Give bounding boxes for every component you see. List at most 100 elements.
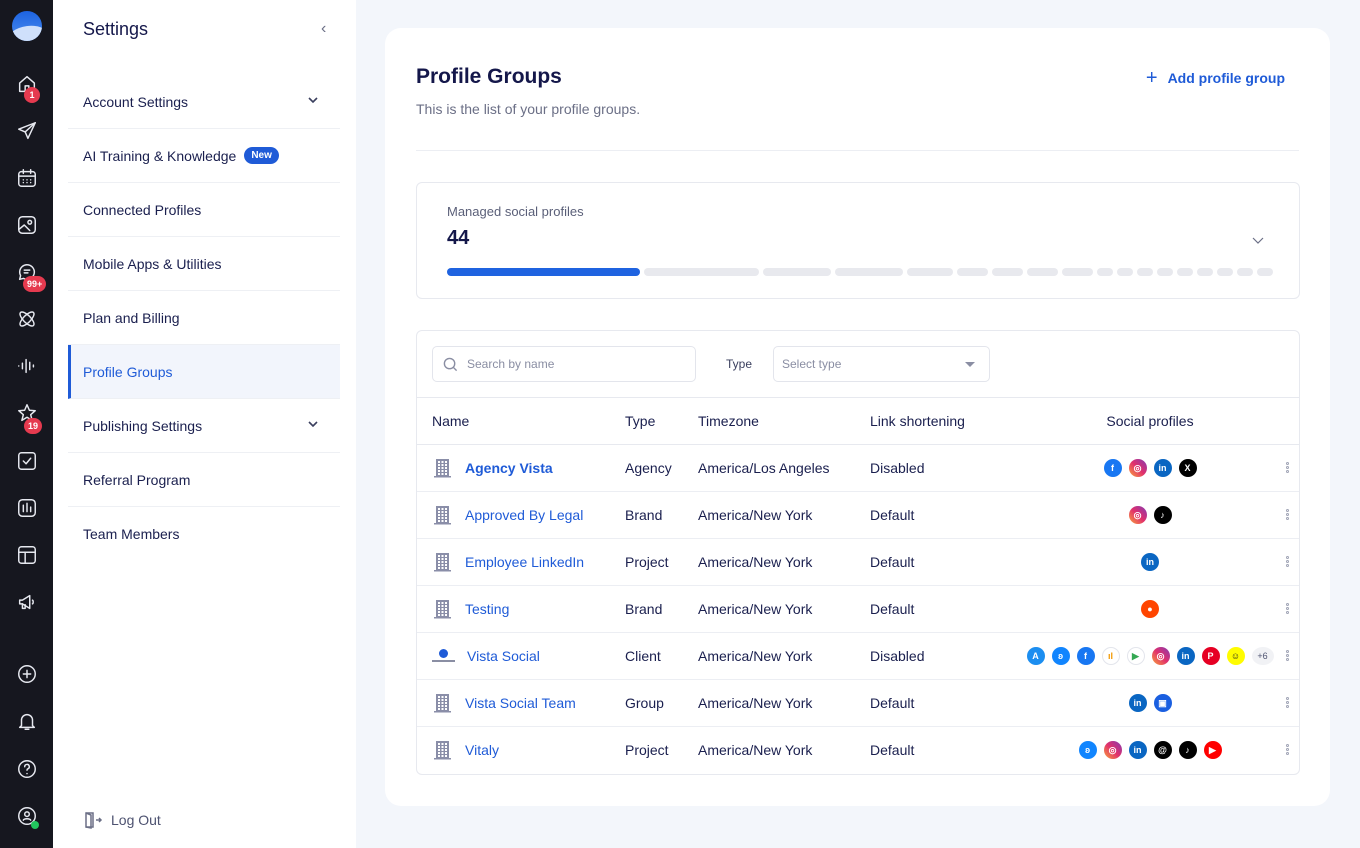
column-header-timezone[interactable]: Timezone xyxy=(698,398,870,445)
tasks-checkbox-icon[interactable] xyxy=(14,448,40,474)
search-input[interactable] xyxy=(467,357,667,371)
row-actions-kebab-icon[interactable] xyxy=(1275,603,1299,614)
linkedin-icon[interactable]: in xyxy=(1128,694,1147,712)
instagram-icon[interactable]: ◎ xyxy=(1128,459,1147,477)
layout-icon[interactable] xyxy=(14,542,40,568)
group-type: Project xyxy=(625,538,698,586)
profile-avatar-icon[interactable] xyxy=(14,803,40,829)
social-profiles-list: ◎ ♪ xyxy=(1128,506,1172,525)
group-timezone: America/New York xyxy=(698,679,870,727)
sidebar-item-referral-program[interactable]: Referral Program xyxy=(68,453,340,507)
add-profile-group-button[interactable]: + Add profile group xyxy=(1146,68,1285,88)
tiktok-icon[interactable]: ♪ xyxy=(1178,741,1197,760)
table-row[interactable]: Vista Social Client America/New York Dis… xyxy=(417,632,1299,680)
table-row[interactable]: Agency Vista Agency America/Los Angeles … xyxy=(417,444,1299,492)
online-status-dot xyxy=(31,821,39,829)
group-link-shortening: Disabled xyxy=(870,444,1025,492)
group-link-shortening: Default xyxy=(870,585,1025,633)
gbp-icon[interactable]: ▣ xyxy=(1153,694,1172,712)
googleplay-icon[interactable]: ▶ xyxy=(1126,647,1145,665)
type-select[interactable]: Select type xyxy=(773,346,990,382)
chevron-down-icon xyxy=(306,417,320,431)
row-actions-kebab-icon[interactable] xyxy=(1275,744,1299,756)
page-title: Profile Groups xyxy=(416,65,562,88)
row-actions-kebab-icon[interactable] xyxy=(1275,462,1299,473)
reddit-icon[interactable]: ● xyxy=(1141,600,1159,618)
media-library-icon[interactable] xyxy=(14,212,40,238)
send-icon[interactable] xyxy=(14,118,40,144)
table-row[interactable]: Employee LinkedIn Project America/New Yo… xyxy=(417,538,1299,586)
table-row[interactable]: Approved By Legal Brand America/New York… xyxy=(417,491,1299,539)
sidebar-item-mobile-apps[interactable]: Mobile Apps & Utilities xyxy=(68,237,340,291)
facebook-icon[interactable]: f xyxy=(1103,459,1122,477)
x-icon[interactable]: X xyxy=(1178,459,1197,477)
row-actions-kebab-icon[interactable] xyxy=(1275,556,1299,567)
reports-chart-icon[interactable] xyxy=(14,495,40,521)
search-field[interactable] xyxy=(432,346,696,382)
usage-bar-segment xyxy=(1097,268,1113,276)
tiktok-icon[interactable]: ♪ xyxy=(1153,506,1172,525)
analytics-icon[interactable]: ıl xyxy=(1101,647,1120,665)
group-name-link[interactable]: Vitaly xyxy=(465,741,499,758)
sidebar-item-team-members[interactable]: Team Members xyxy=(68,507,340,561)
bluesky-icon[interactable]: ʚ xyxy=(1078,741,1097,760)
row-actions-kebab-icon[interactable] xyxy=(1275,697,1299,708)
instagram-icon[interactable]: ◎ xyxy=(1151,647,1170,665)
column-header-type[interactable]: Type xyxy=(625,398,698,445)
ai-atom-icon[interactable] xyxy=(14,306,40,332)
sidebar-item-plan-billing[interactable]: Plan and Billing xyxy=(68,291,340,345)
snapchat-icon[interactable]: ☺ xyxy=(1226,647,1245,665)
sidebar-title: Settings xyxy=(83,19,149,39)
calendar-icon[interactable] xyxy=(14,165,40,191)
group-name-link[interactable]: Employee LinkedIn xyxy=(465,553,585,570)
instagram-icon[interactable]: ◎ xyxy=(1128,506,1147,525)
create-plus-icon[interactable] xyxy=(14,661,40,687)
instagram-icon[interactable]: ◎ xyxy=(1103,741,1122,760)
more-profiles-count[interactable]: +6 xyxy=(1251,647,1274,665)
group-name-link[interactable]: Approved By Legal xyxy=(465,506,584,523)
collapse-sidebar-chevron-left-icon[interactable]: ‹ xyxy=(321,20,327,37)
group-name-link[interactable]: Vista Social xyxy=(467,647,540,664)
linkedin-icon[interactable]: in xyxy=(1176,647,1195,665)
column-header-link-shortening[interactable]: Link shortening xyxy=(870,398,1025,445)
group-timezone: America/New York xyxy=(698,741,813,758)
row-actions-kebab-icon[interactable] xyxy=(1275,650,1299,661)
group-timezone: America/New York xyxy=(698,538,870,586)
table-row[interactable]: Testing Brand America/New York Default ● xyxy=(417,585,1299,633)
group-name-link[interactable]: Testing xyxy=(465,600,510,617)
sidebar-item-publishing-settings[interactable]: Publishing Settings xyxy=(68,399,340,453)
group-link-shortening: Default xyxy=(870,491,1025,539)
column-header-name[interactable]: Name xyxy=(417,398,625,445)
sidebar-item-profile-groups[interactable]: Profile Groups xyxy=(68,345,340,399)
sidebar-item-ai-training[interactable]: AI Training & Knowledge New xyxy=(68,129,340,183)
usage-bar-segment xyxy=(1117,268,1133,276)
row-actions-kebab-icon[interactable] xyxy=(1275,509,1299,520)
logout-button[interactable]: Log Out xyxy=(83,810,161,830)
sidebar-item-account-settings[interactable]: Account Settings xyxy=(68,75,340,129)
threads-icon[interactable]: @ xyxy=(1153,741,1172,760)
linkedin-icon[interactable]: in xyxy=(1128,741,1147,760)
listening-waveform-icon[interactable] xyxy=(14,353,40,379)
group-type: Project xyxy=(625,741,669,758)
reviews-star-icon[interactable] xyxy=(14,400,40,426)
pinterest-icon[interactable]: P xyxy=(1201,647,1220,665)
facebook-icon[interactable]: f xyxy=(1076,647,1095,665)
appstore-icon[interactable]: A xyxy=(1026,647,1045,665)
group-name-link[interactable]: Vista Social Team xyxy=(465,694,576,711)
youtube-icon[interactable]: ▶ xyxy=(1203,741,1222,760)
megaphone-icon[interactable] xyxy=(14,589,40,615)
group-name-link[interactable]: Agency Vista xyxy=(465,459,553,476)
table-row[interactable]: Vitaly Project America/New York Default … xyxy=(417,726,1299,773)
linkedin-icon[interactable]: in xyxy=(1153,459,1172,477)
managed-profiles-label: Managed social profiles xyxy=(447,204,584,219)
expand-chevron-down-icon[interactable] xyxy=(1251,233,1265,247)
app-logo[interactable] xyxy=(12,11,42,41)
usage-bar-segment xyxy=(1137,268,1153,276)
help-icon[interactable] xyxy=(14,756,40,782)
sidebar-item-connected-profiles[interactable]: Connected Profiles xyxy=(68,183,340,237)
bluesky-icon[interactable]: ʚ xyxy=(1051,647,1070,665)
table-row[interactable]: Vista Social Team Group America/New York… xyxy=(417,679,1299,727)
linkedin-icon[interactable]: in xyxy=(1141,553,1159,571)
notifications-bell-icon[interactable] xyxy=(14,708,40,734)
settings-menu: Account Settings AI Training & Knowledge… xyxy=(68,75,340,561)
